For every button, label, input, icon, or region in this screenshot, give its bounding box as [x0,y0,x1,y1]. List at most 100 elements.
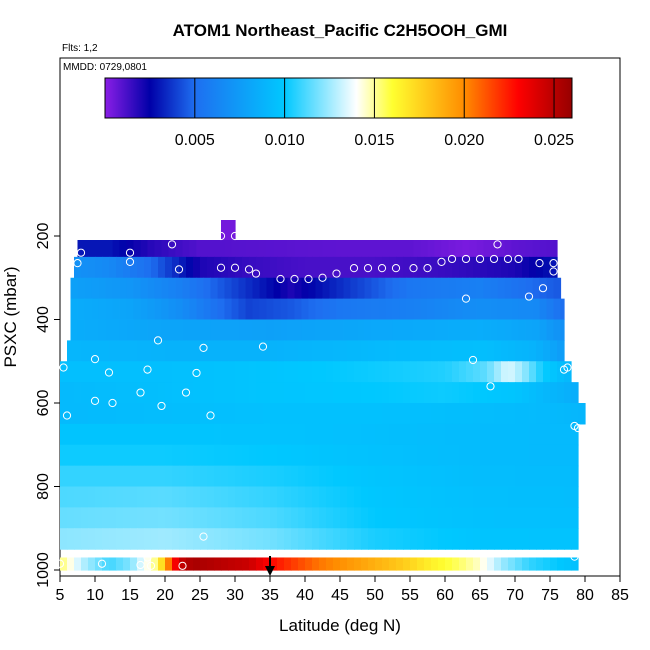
heatmap-cell [368,486,376,508]
heatmap-cell [172,507,180,529]
heatmap-cell [522,423,530,446]
heatmap-cell [144,382,152,404]
heatmap-cell [119,298,128,321]
heatmap-cell [116,403,124,425]
heatmap-cell [403,340,411,362]
heatmap-cell [557,557,565,571]
heatmap-cell [417,528,425,550]
heatmap-cell [347,340,355,362]
heatmap-cell [410,423,418,446]
heatmap-cell [445,444,453,467]
heatmap-cell [340,256,348,279]
heatmap-cell [112,277,121,300]
heatmap-cell [102,423,110,446]
heatmap-cell [81,486,89,508]
heatmap-cell [312,465,320,488]
heatmap-cell [452,528,460,550]
heatmap-cell [168,277,177,300]
heatmap-cell [60,528,68,550]
heatmap-cell [571,403,579,425]
heatmap-cell [427,319,436,341]
heatmap-cell [487,382,495,404]
heatmap-cell [95,507,103,529]
heatmap-cell [410,528,418,550]
heatmap-cell [252,240,261,263]
heatmap-cell [214,423,222,446]
heatmap-cell [130,423,138,446]
heatmap-cell [147,319,156,341]
heatmap-cell [501,528,509,550]
heatmap-cell [532,277,541,300]
heatmap-cell [424,361,432,383]
heatmap-cell [252,277,261,300]
heatmap-cell [140,319,149,341]
heatmap-cell [347,507,355,529]
heatmap-cell [375,403,383,425]
heatmap-cell [165,507,173,529]
heatmap-cell [193,444,201,467]
heatmap-cell [116,465,124,488]
heatmap-cell [294,277,303,300]
heatmap-cell [473,528,481,550]
heatmap-cell [291,486,299,508]
heatmap-cell [340,528,348,550]
heatmap-cell [214,557,222,571]
heatmap-cell [147,240,156,263]
heatmap-cells [60,220,586,571]
heatmap-cell [546,319,555,341]
heatmap-cell [74,256,82,279]
heatmap-cell [98,240,107,263]
heatmap-cell [333,465,341,488]
heatmap-cell [543,423,551,446]
heatmap-cell [301,298,310,321]
observation-point [59,363,68,372]
heatmap-cell [483,319,492,341]
heatmap-cell [154,240,163,263]
heatmap-cell [151,256,159,279]
marker-head [265,566,275,576]
heatmap-cell [284,256,292,279]
heatmap-cell [221,444,229,467]
heatmap-cell [81,444,89,467]
heatmap-cell [459,403,467,425]
heatmap-cell [364,240,373,263]
heatmap-cell [340,557,348,571]
heatmap-cell [298,423,306,446]
heatmap-cell [294,319,303,341]
heatmap-cell [354,528,362,550]
heatmap-cell [480,403,488,425]
heatmap-cell [102,256,110,279]
heatmap-cell [543,465,551,488]
heatmap-cell [291,528,299,550]
heatmap-cell [483,240,492,263]
heatmap-cell [277,361,285,383]
heatmap-cell [529,528,537,550]
heatmap-cell [382,486,390,508]
heatmap-cell [340,403,348,425]
heatmap-cell [270,486,278,508]
heatmap-cell [564,507,572,529]
heatmap-cell [193,382,201,404]
heatmap-cell [109,465,117,488]
heatmap-cell [564,486,572,508]
observation-point [76,248,86,257]
heatmap-cell [375,486,383,508]
heatmap-cell [224,319,233,341]
heatmap-cell [165,403,173,425]
heatmap-cell [501,465,509,488]
heatmap-cell [410,465,418,488]
observation-point [244,265,254,274]
heatmap-cell [196,298,205,321]
observation-point [493,240,502,249]
heatmap-cell [308,240,317,263]
heatmap-cell [403,444,411,467]
heatmap-cell [116,557,124,571]
heatmap-cell [424,557,432,571]
heatmap-cell [189,277,198,300]
x-tick-label-10: 55 [401,587,419,604]
heatmap-cell [228,444,236,467]
observation-point [199,343,208,352]
heatmap-cell [200,528,208,550]
heatmap-cell [546,277,555,300]
